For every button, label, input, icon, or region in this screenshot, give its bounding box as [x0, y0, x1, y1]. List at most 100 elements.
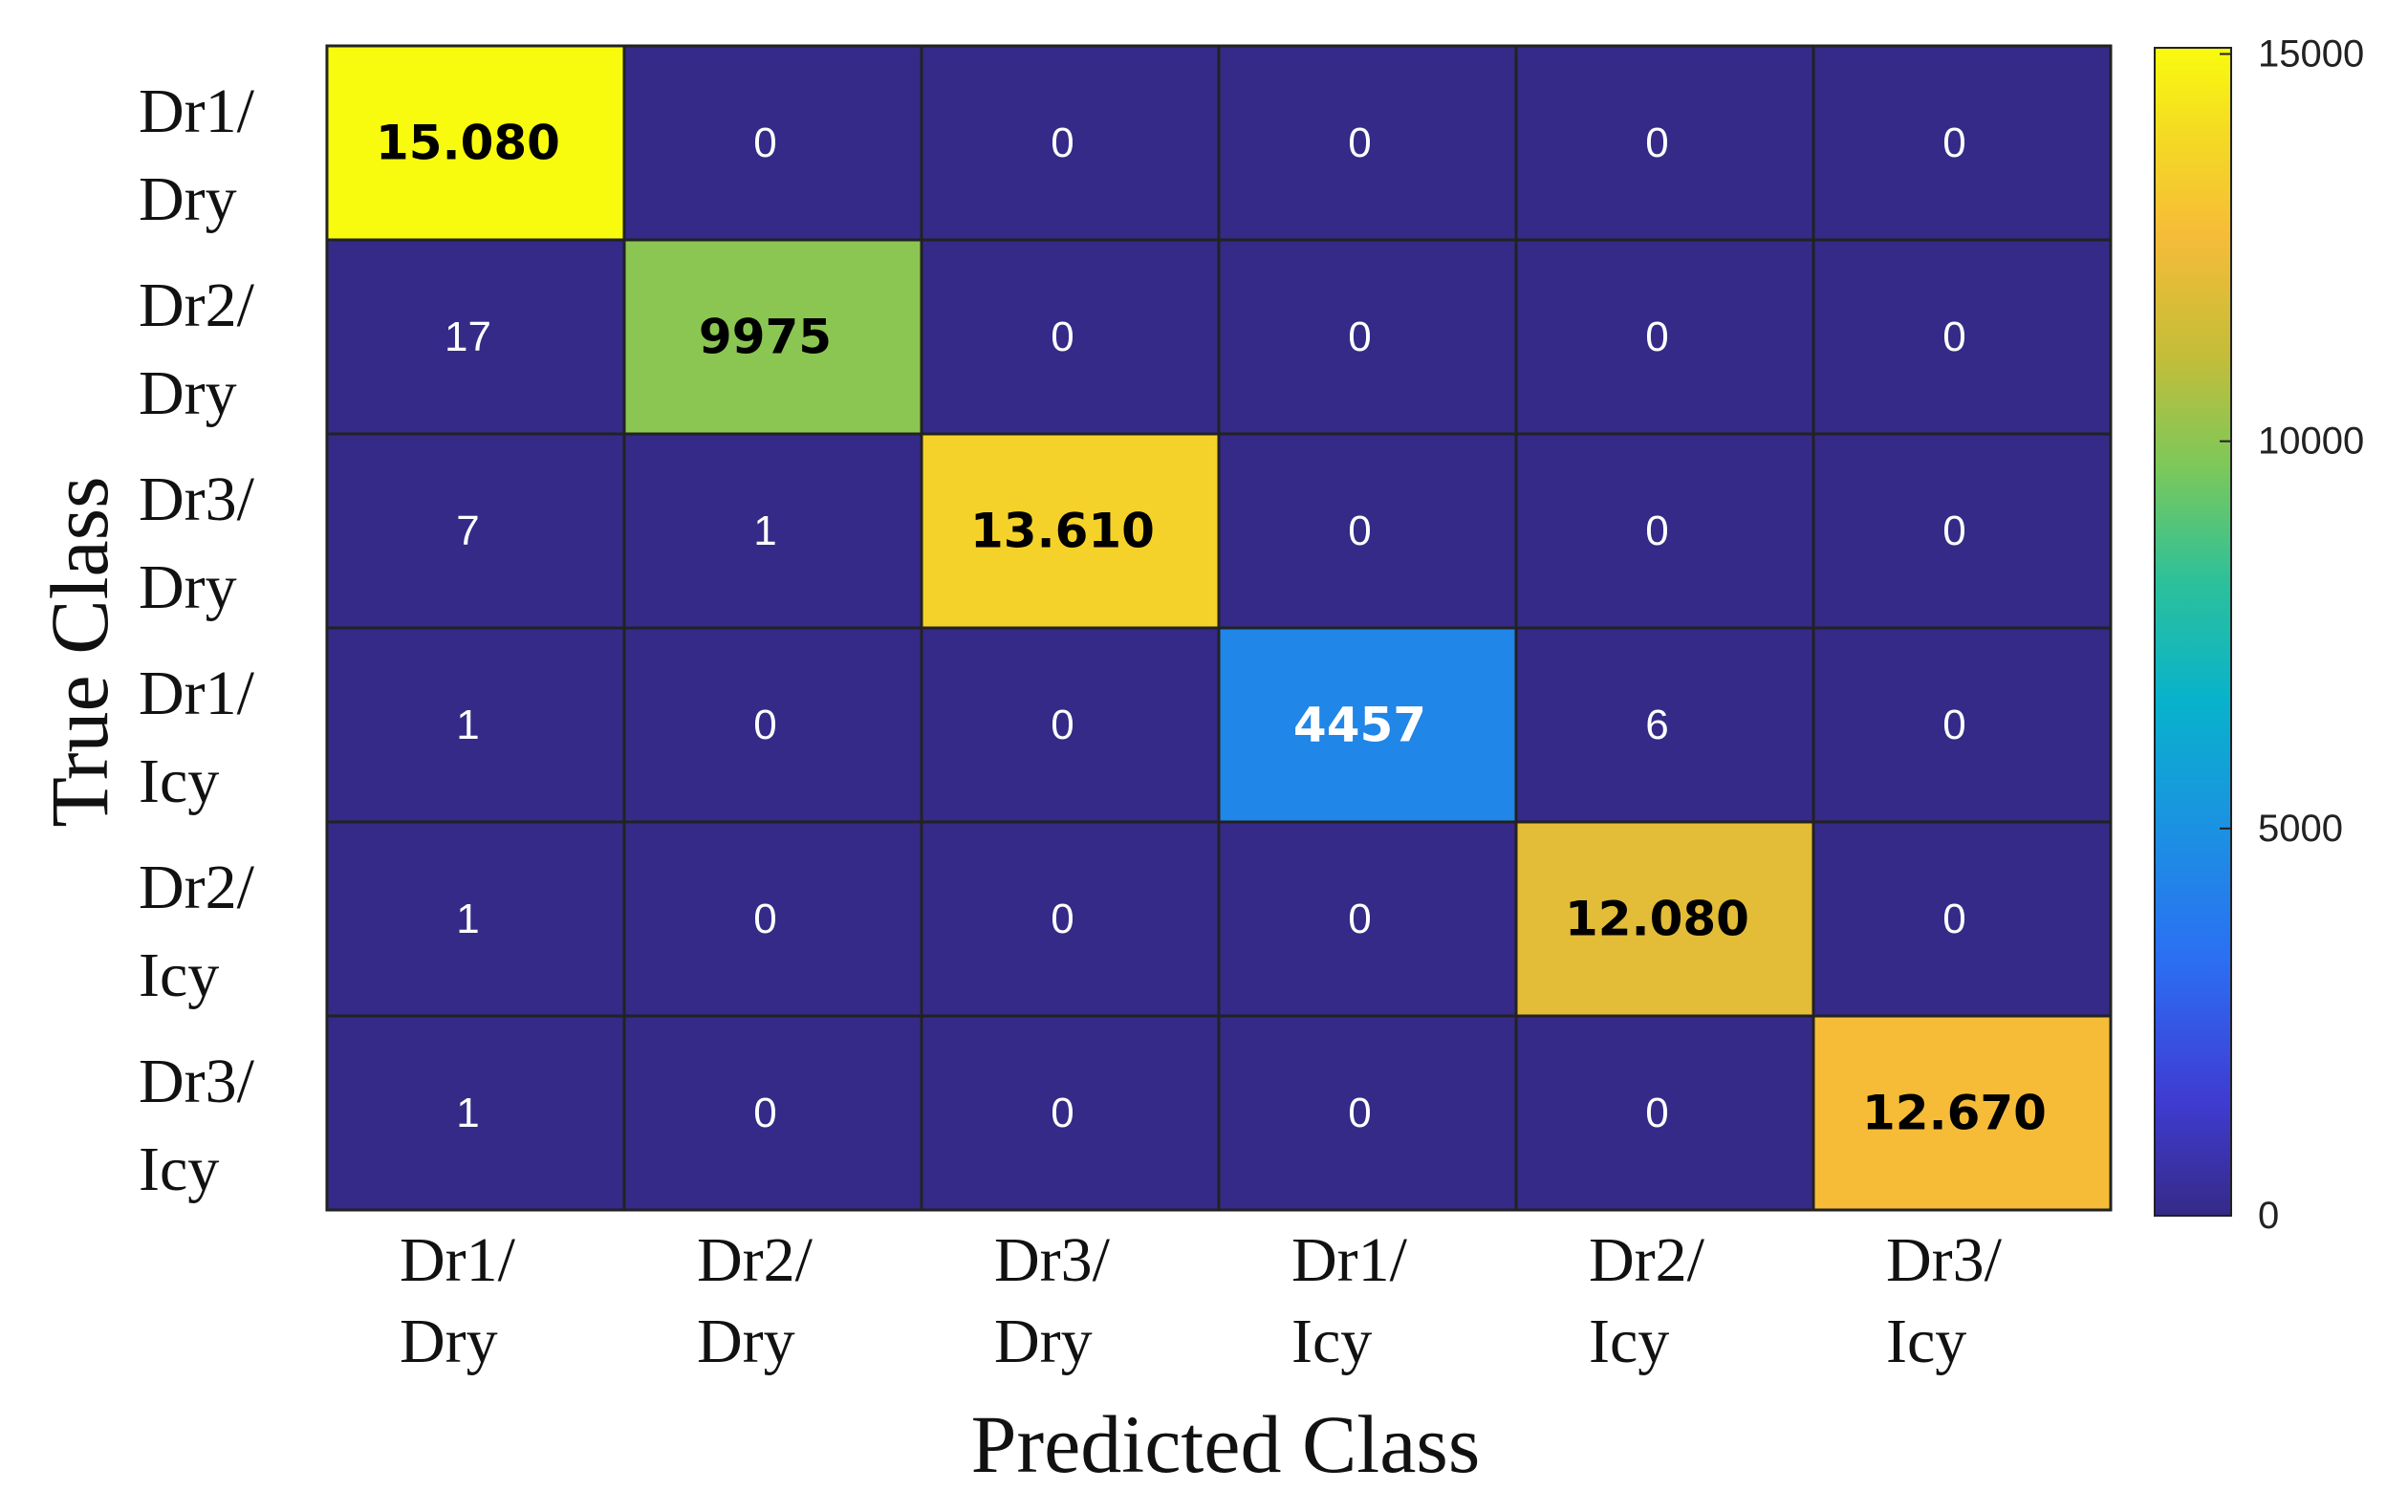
cell-r6-c1 [325, 1014, 626, 1212]
cell-r4-c5 [1514, 626, 1815, 824]
cell-label-r3-c1: 7 [456, 508, 479, 554]
y-tick-label-2-line2: Dry [139, 358, 237, 428]
y-tick-label-1-line2: Dry [139, 164, 237, 234]
cell-label-r2-c3: 0 [1051, 313, 1074, 360]
x-tick-label-3-line2: Dry [994, 1307, 1093, 1376]
cell-label-r4-c4: 4457 [1293, 698, 1426, 753]
cell-label-r2-c5: 0 [1645, 313, 1668, 360]
y-tick-label-2-line1: Dr2/ [139, 270, 255, 340]
heatmap-cells: 15.080 0 0 0 0 0 17 9975 0 0 0 0 7 1 13.610 0 0 0 1 0 0 4457 6… [325, 44, 2113, 1212]
cell-r6-c5 [1514, 1014, 1815, 1212]
cell-r3-c2 [622, 432, 923, 630]
cell-r1-c1 [325, 44, 626, 242]
colorbar-gradient [2154, 47, 2232, 1217]
cell-label-r1-c6: 0 [1942, 119, 1965, 166]
x-tick-label-2-line1: Dr2/ [697, 1225, 814, 1295]
cell-label-r3-c2: 1 [753, 508, 776, 554]
cell-label-r4-c3: 0 [1051, 702, 1074, 748]
cell-r4-c2 [622, 626, 923, 824]
cell-r3-c1 [325, 432, 626, 630]
cell-label-r2-c1: 17 [445, 313, 491, 360]
y-tick-label-6-line1: Dr3/ [139, 1047, 255, 1116]
cell-label-r6-c3: 0 [1051, 1090, 1074, 1136]
y-tick-label-3-line1: Dr3/ [139, 464, 255, 534]
cell-label-r3-c4: 0 [1348, 508, 1371, 554]
cell-label-r3-c6: 0 [1942, 508, 1965, 554]
cell-label-r6-c4: 0 [1348, 1090, 1371, 1136]
cell-label-r5-c6: 0 [1942, 896, 1965, 942]
cell-label-r2-c4: 0 [1348, 313, 1371, 360]
cell-r1-c2 [622, 44, 923, 242]
y-tick-label-5-line2: Icy [139, 940, 219, 1010]
cell-label-r4-c1: 1 [456, 702, 479, 748]
x-tick-label-3-line1: Dr3/ [994, 1225, 1111, 1295]
x-tick-label-2-line2: Dry [697, 1307, 795, 1376]
y-tick-label-4-line2: Icy [139, 746, 219, 816]
y-tick-label-6-line2: Icy [139, 1134, 219, 1204]
cell-label-r1-c4: 0 [1348, 119, 1371, 166]
cell-r4-c1 [325, 626, 626, 824]
cell-label-r5-c1: 1 [456, 896, 479, 942]
cell-label-r1-c1: 15.080 [376, 116, 560, 171]
colorbar-tick-label-1: 0 [2258, 1195, 2279, 1237]
cell-label-r1-c5: 0 [1645, 119, 1668, 166]
cell-label-r6-c6: 12.670 [1862, 1086, 2047, 1141]
x-tick-label-5-line2: Icy [1589, 1307, 1669, 1376]
cell-r5-c3 [920, 820, 1221, 1018]
x-tick-label-4-line2: Icy [1291, 1307, 1372, 1376]
cell-r1-c4 [1217, 44, 1518, 242]
x-tick-labels: Dr1/Dry Dr2/Dry Dr3/Dry Dr1/Icy Dr2/Icy Dr3/I… [400, 1225, 2003, 1376]
cell-label-r6-c5: 0 [1645, 1090, 1668, 1136]
x-tick-label-6-line2: Icy [1886, 1307, 1966, 1376]
cell-label-r1-c3: 0 [1051, 119, 1074, 166]
cell-label-r4-c6: 0 [1942, 702, 1965, 748]
cell-label-r5-c3: 0 [1051, 896, 1074, 942]
cell-label-r3-c3: 13.610 [970, 504, 1155, 559]
cell-label-r6-c1: 1 [456, 1090, 479, 1136]
y-axis-title: True Class [33, 476, 125, 827]
cell-r2-c2 [622, 238, 923, 436]
cell-r1-c3 [920, 44, 1221, 242]
cell-r1-c6 [1811, 44, 2113, 242]
cell-r2-c4 [1217, 238, 1518, 436]
colorbar-tick-label-2: 5000 [2258, 808, 2343, 850]
cell-label-r2-c6: 0 [1942, 313, 1965, 360]
cell-label-r5-c4: 0 [1348, 896, 1371, 942]
cell-r3-c5 [1514, 432, 1815, 630]
y-tick-label-5-line1: Dr2/ [139, 853, 255, 922]
cell-label-r3-c5: 0 [1645, 508, 1668, 554]
cell-label-r1-c2: 0 [753, 119, 776, 166]
y-tick-label-1-line1: Dr1/ [139, 76, 255, 146]
cell-label-r2-c2: 9975 [699, 310, 832, 365]
cell-r1-c5 [1514, 44, 1815, 242]
y-tick-label-4-line1: Dr1/ [139, 659, 255, 728]
cell-r5-c1 [325, 820, 626, 1018]
colorbar-tick-label-4: 15000 [2258, 32, 2364, 75]
y-tick-label-3-line2: Dry [139, 552, 237, 622]
x-tick-label-6-line1: Dr3/ [1886, 1225, 2003, 1295]
x-tick-label-5-line1: Dr2/ [1589, 1225, 1705, 1295]
cell-r2-c6 [1811, 238, 2113, 436]
colorbar: 0 5000 10000 15000 [2154, 32, 2364, 1237]
cell-r3-c4 [1217, 432, 1518, 630]
y-tick-labels: Dr1/Dry Dr2/Dry Dr3/Dry Dr1/Icy Dr2/Icy Dr3/I… [139, 76, 255, 1204]
x-tick-label-1-line1: Dr1/ [400, 1225, 516, 1295]
cell-r4-c6 [1811, 626, 2113, 824]
x-axis-title: Predicted Class [971, 1398, 1481, 1490]
colorbar-tick-label-3: 10000 [2258, 421, 2364, 463]
cell-r5-c6 [1811, 820, 2113, 1018]
cell-r4-c3 [920, 626, 1221, 824]
cell-label-r4-c2: 0 [753, 702, 776, 748]
cell-r6-c6 [1811, 1014, 2113, 1212]
cell-label-r5-c5: 12.080 [1565, 892, 1749, 947]
cell-label-r5-c2: 0 [753, 896, 776, 942]
cell-r3-c6 [1811, 432, 2113, 630]
cell-r6-c4 [1217, 1014, 1518, 1212]
cell-r5-c4 [1217, 820, 1518, 1018]
x-tick-label-1-line2: Dry [400, 1307, 498, 1376]
cell-r5-c5 [1514, 820, 1815, 1018]
cell-label-r6-c2: 0 [753, 1090, 776, 1136]
cell-label-r4-c5: 6 [1645, 702, 1668, 748]
x-tick-label-4-line1: Dr1/ [1291, 1225, 1408, 1295]
